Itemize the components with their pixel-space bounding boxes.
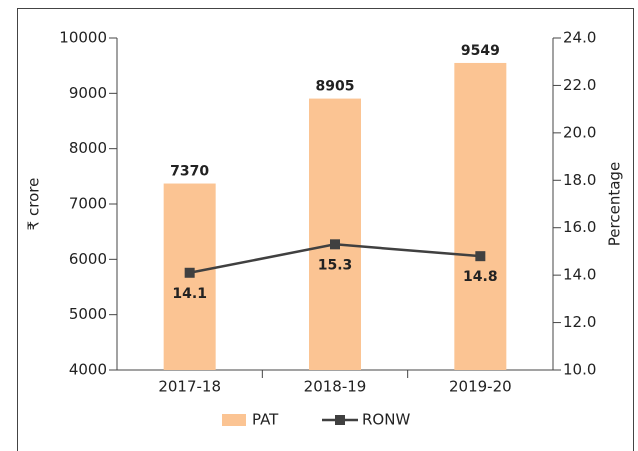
y2-tick-label: 24.0 — [563, 29, 596, 47]
line-value-label: 15.3 — [318, 257, 353, 273]
y-tick-label: 8000 — [69, 139, 107, 157]
frame — [17, 8, 634, 451]
y2-tick-label: 16.0 — [563, 218, 596, 236]
line-marker — [330, 239, 340, 250]
y2-tick-label: 18.0 — [563, 171, 596, 189]
y-axis-label: ₹ crore — [25, 178, 43, 231]
x-tick-label: 2017-18 — [158, 378, 221, 396]
bar — [454, 62, 507, 371]
y-tick-label: 7000 — [69, 195, 107, 213]
legend-label: RONW — [362, 411, 410, 429]
legend-label: PAT — [252, 411, 279, 429]
y-tick-label: 5000 — [69, 305, 107, 323]
y2-tick-label: 10.0 — [563, 361, 596, 379]
bar — [309, 98, 361, 370]
legend-swatch-marker — [335, 415, 345, 425]
y2-tick-label: 12.0 — [563, 313, 596, 331]
line-value-label: 14.8 — [463, 269, 498, 285]
y2-axis-label: Percentage — [606, 162, 624, 246]
line-value-label: 14.1 — [172, 286, 207, 302]
y-tick-label: 10000 — [59, 29, 107, 47]
x-tick-label: 2018-19 — [304, 378, 367, 396]
x-tick-label: 2019-20 — [449, 378, 512, 396]
bar-value-label: 7370 — [170, 164, 209, 180]
y-tick-label: 6000 — [69, 250, 107, 268]
bar-value-label: 9549 — [461, 43, 500, 59]
y2-tick-label: 20.0 — [563, 123, 596, 141]
y-tick-label: 4000 — [69, 361, 107, 379]
bar-value-label: 8905 — [316, 79, 355, 95]
line-marker — [184, 267, 195, 278]
y2-tick-label: 14.0 — [563, 266, 596, 284]
line-marker — [475, 251, 486, 262]
y-tick-label: 9000 — [69, 84, 107, 102]
y2-tick-label: 22.0 — [563, 76, 596, 94]
legend-swatch — [222, 414, 246, 426]
